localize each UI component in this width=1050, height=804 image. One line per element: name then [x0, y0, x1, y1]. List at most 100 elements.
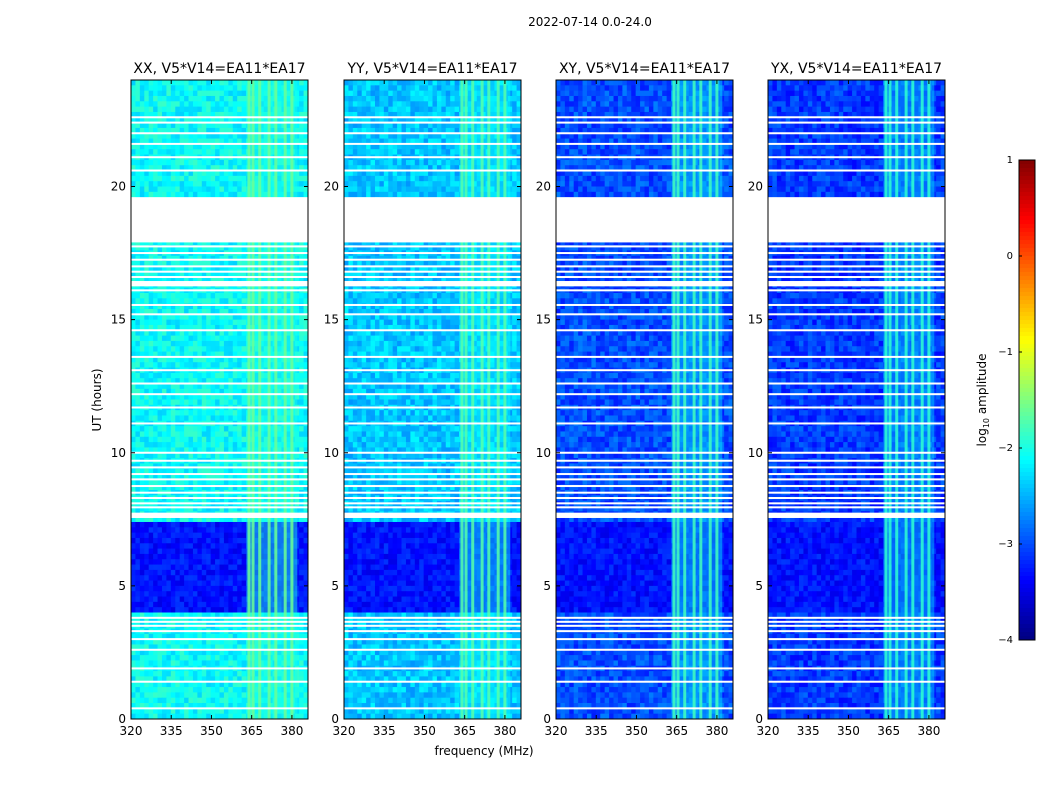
- heatmap-cell: [450, 85, 455, 91]
- rfi-channel: [290, 80, 293, 719]
- heatmap-cell: [242, 91, 247, 97]
- heatmap-cell: [224, 554, 229, 560]
- heatmap-cell: [299, 426, 304, 432]
- heatmap-cell: [224, 586, 229, 592]
- heatmap-cell: [131, 176, 136, 182]
- heatmap-cell: [366, 80, 371, 86]
- heatmap-cell: [211, 410, 216, 416]
- heatmap-cell: [158, 543, 163, 549]
- flagged-line: [131, 460, 308, 462]
- heatmap-cell: [135, 660, 140, 666]
- heatmap-cell: [171, 671, 176, 677]
- heatmap-cell: [211, 298, 216, 304]
- heatmap-cell: [299, 660, 304, 666]
- heatmap-cell: [144, 607, 149, 613]
- heatmap-cell: [158, 527, 163, 533]
- flagged-line: [131, 478, 308, 480]
- heatmap-cell: [144, 176, 149, 182]
- heatmap-cell: [228, 101, 233, 107]
- flagged-line: [131, 304, 308, 306]
- heatmap-cell: [158, 570, 163, 576]
- heatmap-cell: [171, 660, 176, 666]
- heatmap-cell: [206, 549, 211, 555]
- heatmap-cell: [175, 176, 180, 182]
- heatmap-cell: [228, 192, 233, 198]
- heatmap-cell: [184, 400, 189, 406]
- heatmap-cell: [171, 586, 176, 592]
- heatmap-cell: [184, 570, 189, 576]
- heatmap-cell: [189, 431, 194, 437]
- heatmap-cell: [144, 543, 149, 549]
- heatmap-cell: [171, 192, 176, 198]
- heatmap-cell: [228, 176, 233, 182]
- heatmap-cell: [180, 187, 185, 193]
- heatmap-cell: [211, 655, 216, 661]
- heatmap-cell: [228, 655, 233, 661]
- heatmap-cell: [211, 336, 216, 342]
- heatmap-cell: [193, 192, 198, 198]
- heatmap-cell: [233, 373, 238, 379]
- heatmap-cell: [424, 91, 429, 97]
- heatmap-cell: [299, 80, 304, 86]
- heatmap-cell: [455, 80, 460, 86]
- heatmap-cell: [202, 559, 207, 565]
- heatmap-cell: [233, 602, 238, 608]
- heatmap-cell: [228, 607, 233, 613]
- heatmap-cell: [144, 91, 149, 97]
- heatmap-cell: [211, 692, 216, 698]
- heatmap-cell: [153, 400, 158, 406]
- heatmap-cell: [206, 527, 211, 533]
- heatmap-cell: [189, 565, 194, 571]
- heatmap-cell: [166, 298, 171, 304]
- heatmap-cell: [228, 336, 233, 342]
- heatmap-cell: [215, 687, 220, 693]
- heatmap-cell: [233, 692, 238, 698]
- heatmap-cell: [197, 655, 202, 661]
- heatmap-cell: [450, 91, 455, 97]
- heatmap-cell: [175, 549, 180, 555]
- heatmap-cell: [299, 692, 304, 698]
- heatmap-cell: [202, 575, 207, 581]
- heatmap-cell: [428, 85, 433, 91]
- heatmap-cell: [184, 192, 189, 198]
- heatmap-cell: [149, 293, 154, 299]
- heatmap-cell: [197, 336, 202, 342]
- heatmap-cell: [140, 575, 145, 581]
- heatmap-cell: [197, 671, 202, 677]
- heatmap-cell: [153, 549, 158, 555]
- heatmap-cell: [215, 522, 220, 528]
- heatmap-cell: [215, 85, 220, 91]
- heatmap-cell: [299, 549, 304, 555]
- heatmap-cell: [202, 570, 207, 576]
- heatmap-cell: [131, 570, 136, 576]
- heatmap-cell: [131, 341, 136, 347]
- heatmap-cell: [197, 437, 202, 443]
- heatmap-cell: [180, 85, 185, 91]
- heatmap-cell: [171, 698, 176, 704]
- flagged-gap: [131, 197, 308, 242]
- heatmap-cell: [237, 149, 242, 155]
- heatmap-cell: [211, 586, 216, 592]
- heatmap-cell: [233, 160, 238, 166]
- heatmap-cell: [140, 181, 145, 187]
- heatmap-cell: [233, 176, 238, 182]
- heatmap-cell: [162, 298, 167, 304]
- heatmap-cell: [228, 522, 233, 528]
- flagged-line: [131, 289, 308, 291]
- flagged-line: [131, 245, 308, 247]
- heatmap-cell: [135, 96, 140, 102]
- heatmap-cell: [135, 431, 140, 437]
- heatmap-cell: [193, 410, 198, 416]
- heatmap-cell: [189, 671, 194, 677]
- heatmap-cell: [220, 101, 225, 107]
- heatmap-cell: [237, 533, 242, 539]
- heatmap-cell: [140, 176, 145, 182]
- heatmap-cell: [189, 293, 194, 299]
- heatmap-cell: [206, 85, 211, 91]
- heatmap-cell: [206, 538, 211, 544]
- heatmap-cell: [242, 187, 247, 193]
- heatmap-cell: [140, 91, 145, 97]
- heatmap-cell: [184, 415, 189, 421]
- heatmap-cell: [193, 543, 198, 549]
- heatmap-cell: [237, 597, 242, 603]
